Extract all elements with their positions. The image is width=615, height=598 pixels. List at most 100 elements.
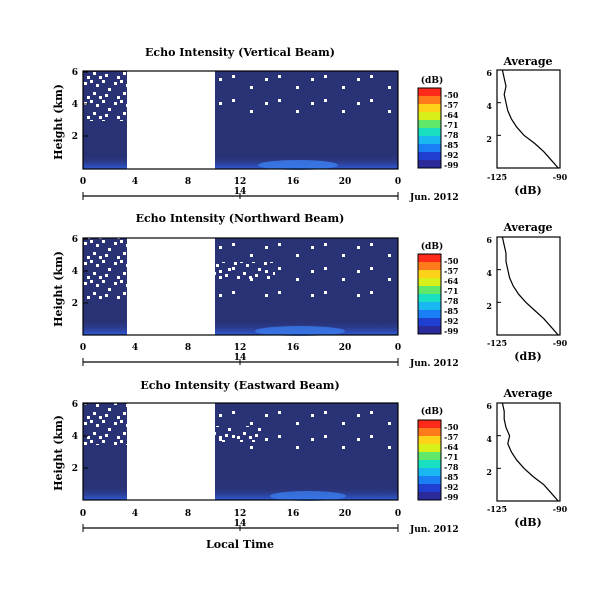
colorbar-tick: -78 (444, 296, 459, 306)
profile-x-tick: -125 (487, 338, 507, 348)
colorbar-swatch (418, 484, 441, 493)
colorbar-tick: -92 (444, 150, 458, 160)
y-tick-label: 6 (72, 400, 78, 410)
colorbar-swatch (418, 468, 441, 477)
date-axis: 14 Jun. 2012 Local Time (82, 519, 459, 551)
y-axis-label: Height (km) (52, 415, 65, 491)
colorbar-swatch (418, 254, 441, 263)
profile-y-tick: 6 (486, 401, 492, 411)
colorbar-tick: -57 (444, 266, 458, 276)
colorbar: (dB) -50 -57 -64 -71 -78 -85 -92 -99 (417, 406, 459, 502)
colorbar: (dB) -50 -57 -64 -71 -78 -85 -92 -99 (417, 241, 459, 336)
x-axis-label: Local Time (206, 538, 274, 551)
colorbar-tick: -92 (444, 482, 458, 492)
colorbar-swatch (418, 318, 441, 327)
date-axis: 14 Jun. 2012 (82, 187, 459, 203)
panel-vertical-beam: Echo Intensity (Vertical Beam) Height (k… (52, 46, 568, 203)
profile-x-tick: -90 (553, 338, 568, 348)
missing-data-gap (127, 238, 215, 335)
colorbar-swatch (418, 452, 441, 461)
plot-frame (82, 237, 399, 336)
strong-echo (255, 326, 345, 336)
colorbar-frame (417, 419, 442, 501)
colorbar-swatch (418, 152, 441, 161)
date-suffix: Jun. 2012 (409, 359, 459, 369)
colorbar-swatch (418, 476, 441, 485)
colorbar-tick: -50 (444, 256, 459, 266)
x-tick-label: 12 (234, 509, 247, 519)
colorbar-label: (dB) (421, 75, 443, 86)
date-suffix: Jun. 2012 (409, 193, 459, 203)
colorbar-swatch (418, 128, 441, 137)
panel-northward-beam: Echo Intensity (Northward Beam) Height (… (52, 212, 568, 369)
profile-frame (496, 236, 561, 336)
profile-title: Average (502, 55, 552, 68)
x-tick-label: 16 (287, 177, 300, 187)
missing-data-speckle (215, 71, 398, 116)
profile-title: Average (502, 387, 552, 400)
profile-y-tick: 6 (486, 68, 492, 78)
average-profile: Average 2 4 6 -125 -90 (dB) (486, 221, 567, 363)
missing-data-speckle (215, 262, 275, 280)
y-ticks: 2 4 6 (72, 235, 88, 309)
y-tick-label: 6 (72, 235, 78, 245)
colorbar-swatch (418, 436, 441, 445)
colorbar-tick: -64 (444, 442, 459, 452)
x-tick-label: 4 (132, 177, 138, 187)
colorbar-swatch (418, 444, 441, 453)
missing-data-gap (127, 403, 215, 500)
colorbar-tick: -50 (444, 422, 459, 432)
colorbar-tick: -85 (444, 140, 458, 150)
profile-line (501, 236, 559, 336)
y-tick-label: 2 (72, 464, 78, 474)
colorbar-tick: -57 (444, 100, 458, 110)
y-tick-label: 4 (72, 100, 78, 110)
x-tick-label: 20 (339, 343, 352, 353)
colorbar: (dB) -50 -57 -64 -71 -78 -85 -92 -99 (417, 75, 459, 170)
x-ticks: 0 4 8 12 16 20 0 (80, 343, 401, 353)
profile-x-tick: -90 (553, 172, 568, 182)
colorbar-swatches (417, 419, 442, 501)
profile-y-tick: 4 (486, 268, 492, 278)
date-suffix: Jun. 2012 (409, 525, 459, 535)
x-tick-label: 0 (80, 177, 86, 187)
date-label: 14 (234, 187, 247, 197)
colorbar-swatch (418, 160, 441, 169)
colorbar-swatch (418, 270, 441, 279)
colorbar-swatch (418, 286, 441, 295)
heatmap (82, 70, 399, 170)
colorbar-tick: -85 (444, 306, 458, 316)
chart-title: Echo Intensity (Northward Beam) (136, 212, 345, 225)
y-axis-label: Height (km) (52, 84, 65, 160)
x-tick-label: 12 (234, 177, 247, 187)
x-tick-label: 16 (287, 343, 300, 353)
x-ticks: 0 4 8 12 16 20 0 (80, 177, 401, 187)
colorbar-label: (dB) (421, 406, 443, 417)
colorbar-swatch (418, 302, 441, 311)
profile-x-tick: -125 (487, 172, 507, 182)
colorbar-tick: -71 (444, 120, 458, 130)
chart-title: Echo Intensity (Eastward Beam) (140, 379, 339, 392)
profile-x-tick: -90 (553, 504, 568, 514)
colorbar-frame (417, 253, 442, 335)
colorbar-swatch (418, 492, 441, 501)
colorbar-swatch (418, 88, 441, 97)
colorbar-tick: -64 (444, 276, 459, 286)
colorbar-swatches (417, 253, 442, 335)
heatmap (82, 237, 399, 336)
missing-data-speckle (83, 71, 127, 121)
colorbar-swatch (418, 144, 441, 153)
heatmap (82, 402, 399, 501)
colorbar-swatch (418, 460, 441, 469)
profile-x-label: (dB) (514, 350, 541, 363)
strong-echo (258, 160, 338, 170)
strong-echo (270, 491, 346, 501)
x-tick-label: 12 (234, 343, 247, 353)
chart-title: Echo Intensity (Vertical Beam) (145, 46, 335, 59)
colorbar-tick: -71 (444, 452, 458, 462)
colorbar-tick: -85 (444, 472, 458, 482)
profile-x-label: (dB) (514, 516, 541, 529)
x-tick-label: 0 (80, 343, 86, 353)
missing-data-speckle (83, 238, 127, 300)
date-label: 14 (234, 353, 247, 363)
